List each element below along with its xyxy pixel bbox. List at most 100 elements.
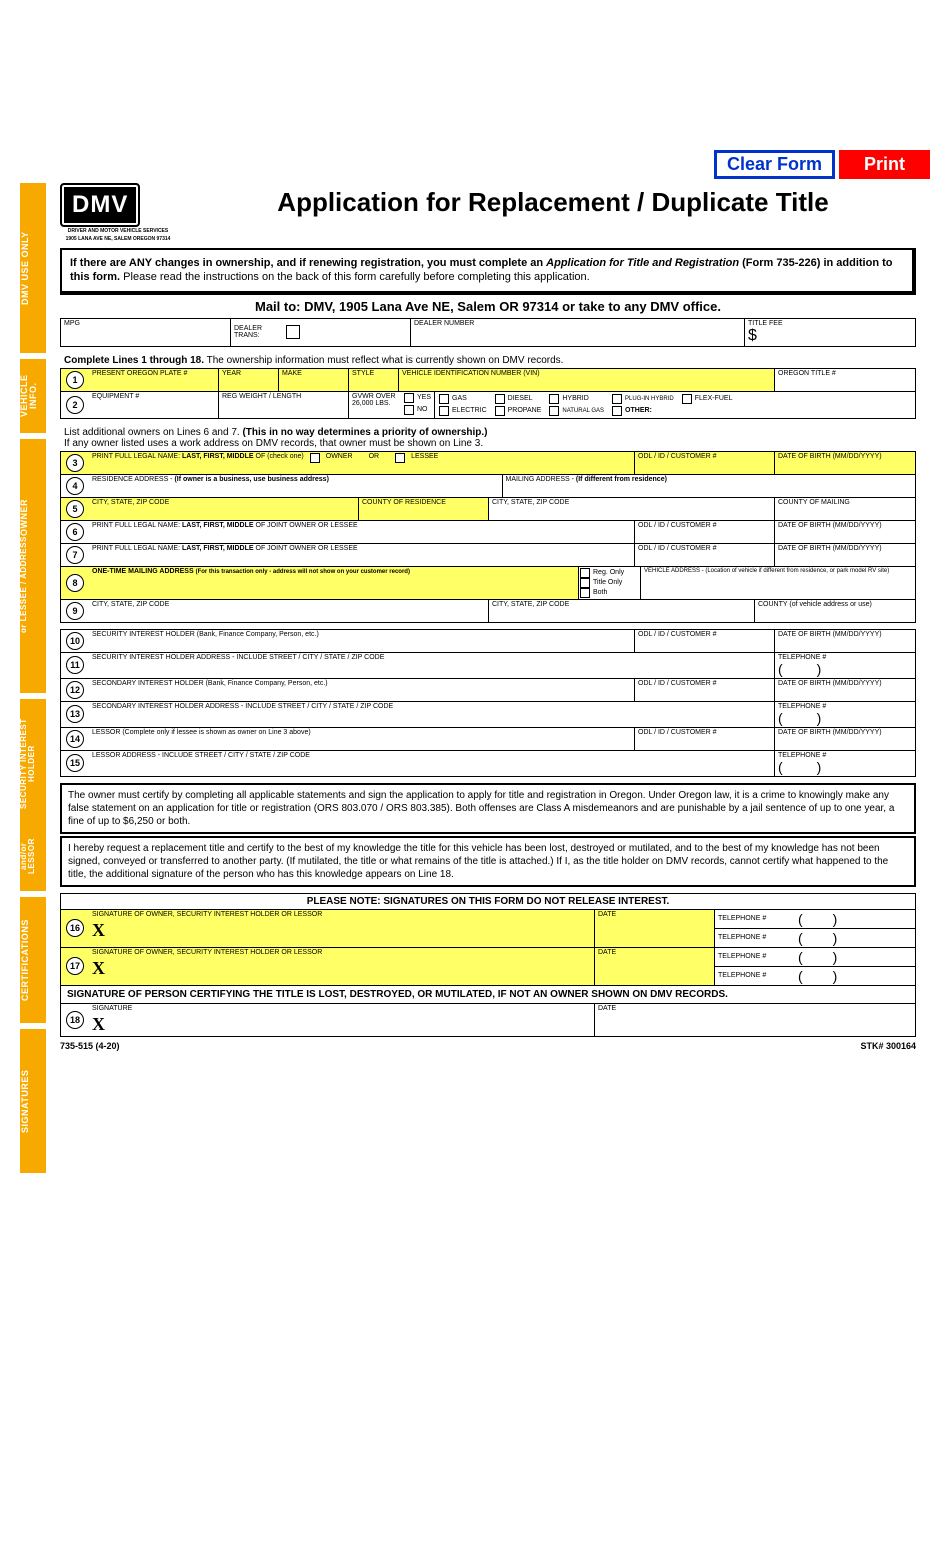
stock-number: STK# 300164	[860, 1041, 916, 1051]
line-1-number: 1	[66, 371, 84, 389]
line-17-number: 17	[66, 957, 84, 975]
mpg-label: MPG	[64, 320, 227, 327]
sidebar-dmv-use: DMV USE ONLY	[20, 183, 46, 353]
sig-label-17: SIGNATURE OF OWNER, SECURITY INTEREST HO…	[92, 949, 591, 956]
natgas-checkbox[interactable]	[549, 406, 559, 416]
equipment-label: EQUIPMENT #	[92, 393, 215, 400]
page-title: Application for Replacement / Duplicate …	[176, 187, 930, 218]
county-mail-label: COUNTY OF MAILING	[778, 499, 912, 506]
sih2-label: SECONDARY INTEREST HOLDER (Bank, Finance…	[92, 680, 631, 687]
signature-note: PLEASE NOTE: SIGNATURES ON THIS FORM DO …	[61, 893, 915, 909]
owner-instruction: List additional owners on Lines 6 and 7.…	[60, 425, 916, 451]
title-fee-label: TITLE FEE	[748, 320, 912, 327]
dob-label-3: DATE OF BIRTH (MM/DD/YYYY)	[778, 453, 912, 460]
line-16-number: 16	[66, 919, 84, 937]
instruction-line-1: Complete Lines 1 through 18. The ownersh…	[60, 353, 916, 368]
footer-row: 735-515 (4-20) STK# 300164	[46, 1039, 930, 1051]
gvwr-label: GVWR OVER 26,000 LBS.	[352, 393, 402, 407]
oregon-title-label: OREGON TITLE #	[778, 370, 912, 377]
top-buttons: Clear Form Print	[20, 150, 930, 179]
line-9-number: 9	[66, 602, 84, 620]
sig-label-18: SIGNATURE	[92, 1005, 591, 1012]
sidebar-sig: SIGNATURES	[20, 1029, 46, 1173]
vin-label: VEHICLE IDENTIFICATION NUMBER (VIN)	[402, 370, 771, 377]
plate-label: PRESENT OREGON PLATE #	[92, 370, 215, 377]
section-sidebar: DMV USE ONLY VEHICLE INFO. OWNERor LESSE…	[20, 183, 46, 1173]
flex-checkbox[interactable]	[682, 394, 692, 404]
sig-x-18[interactable]: X	[92, 1014, 591, 1035]
sidebar-owner: OWNERor LESSEE / ADDRESS	[20, 439, 46, 693]
owner-section: 3 PRINT FULL LEGAL NAME: LAST, FIRST, MI…	[60, 451, 916, 623]
line-13-number: 13	[66, 705, 84, 723]
dealer-trans-label: DEALER TRANS:	[234, 325, 282, 339]
line-11-number: 11	[66, 656, 84, 674]
owner-checkbox[interactable]	[310, 453, 320, 463]
other-checkbox[interactable]	[612, 406, 622, 416]
sidebar-cert: CERTIFICATIONS	[20, 897, 46, 1023]
year-label: YEAR	[222, 370, 275, 377]
sih-label: SECURITY INTEREST HOLDER (Bank, Finance …	[92, 631, 631, 638]
form-main: DMV DRIVER AND MOTOR VEHICLE SERVICES 1 9…	[46, 183, 930, 1173]
line-6-number: 6	[66, 523, 84, 541]
dmv-use-section: MPG DEALER TRANS: DEALER NUMBER TITLE FE…	[60, 318, 916, 347]
notice-box: If there are ANY changes in ownership, a…	[60, 248, 916, 295]
odl-label-3: ODL / ID / CUSTOMER #	[638, 453, 771, 460]
certification-text-2: I hereby request a replacement title and…	[60, 836, 916, 887]
mail-to-line: Mail to: DMV, 1905 Lana Ave NE, Salem OR…	[46, 299, 930, 314]
sih2-addr-label: SECONDARY INTEREST HOLDER ADDRESS - INCL…	[92, 703, 771, 710]
both-checkbox[interactable]	[580, 588, 590, 598]
sig-cert-line: SIGNATURE OF PERSON CERTIFYING THE TITLE…	[61, 986, 915, 1003]
lessor-addr-label: LESSOR ADDRESS - INCLUDE STREET / CITY /…	[92, 752, 771, 759]
title-fee-dollar: $	[748, 327, 912, 345]
sih-addr-label: SECURITY INTEREST HOLDER ADDRESS - INCLU…	[92, 654, 771, 661]
form-header: DMV DRIVER AND MOTOR VEHICLE SERVICES 19…	[46, 183, 930, 242]
vehicle-section: 1 PRESENT OREGON PLATE # YEAR MAKE STYLE…	[60, 368, 916, 419]
dealer-trans-checkbox[interactable]	[286, 325, 300, 339]
style-label: STYLE	[352, 370, 395, 377]
gas-checkbox[interactable]	[439, 394, 449, 404]
lessor-label: LESSOR (Complete only if lessee is shown…	[92, 729, 631, 736]
form-number: 735-515 (4-20)	[60, 1041, 120, 1051]
propane-checkbox[interactable]	[495, 406, 505, 416]
line-3-number: 3	[66, 454, 84, 472]
sidebar-vehicle: VEHICLE INFO.	[20, 359, 46, 433]
regwt-label: REG WEIGHT / LENGTH	[222, 393, 345, 400]
form-page: DMV USE ONLY VEHICLE INFO. OWNERor LESSE…	[20, 183, 930, 1173]
print-button[interactable]: Print	[839, 150, 930, 179]
dmv-logo: DMV	[60, 183, 140, 227]
certification-text-1: The owner must certify by completing all…	[60, 783, 916, 834]
line-15-number: 15	[66, 754, 84, 772]
lessee-checkbox[interactable]	[395, 453, 405, 463]
line-5-number: 5	[66, 500, 84, 518]
veh-addr-label: VEHICLE ADDRESS - (Location of vehicle i…	[644, 568, 912, 574]
diesel-checkbox[interactable]	[495, 394, 505, 404]
line-4-number: 4	[66, 477, 84, 495]
line-7-number: 7	[66, 546, 84, 564]
gvwr-no-checkbox[interactable]	[404, 405, 414, 415]
security-section: 10 SECURITY INTEREST HOLDER (Bank, Finan…	[60, 629, 916, 777]
sig-label-16: SIGNATURE OF OWNER, SECURITY INTEREST HO…	[92, 911, 591, 918]
gvwr-yes-checkbox[interactable]	[404, 393, 414, 403]
make-label: MAKE	[282, 370, 345, 377]
county-veh-label: COUNTY (of vehicle address or use)	[758, 601, 912, 608]
logo-subtitle1: DRIVER AND MOTOR VEHICLE SERVICES	[60, 229, 176, 235]
line-2-number: 2	[66, 396, 84, 414]
hybrid-checkbox[interactable]	[549, 394, 559, 404]
line-18-number: 18	[66, 1011, 84, 1029]
line-12-number: 12	[66, 681, 84, 699]
line-10-number: 10	[66, 632, 84, 650]
county-res-label: COUNTY OF RESIDENCE	[362, 499, 485, 506]
csz-label-5a: CITY, STATE, ZIP CODE	[92, 499, 355, 506]
line-8-number: 8	[66, 574, 84, 592]
sig-x-17[interactable]: X	[92, 958, 591, 979]
plugin-checkbox[interactable]	[612, 394, 622, 404]
signature-section: PLEASE NOTE: SIGNATURES ON THIS FORM DO …	[60, 893, 916, 1037]
electric-checkbox[interactable]	[439, 406, 449, 416]
sig-x-16[interactable]: X	[92, 920, 591, 941]
reg-only-checkbox[interactable]	[580, 568, 590, 578]
sidebar-security: SECURITY INTEREST HOLDERand/or LESSOR	[20, 699, 46, 891]
dealer-number-label: DEALER NUMBER	[414, 320, 741, 327]
title-only-checkbox[interactable]	[580, 578, 590, 588]
line-14-number: 14	[66, 730, 84, 748]
clear-form-button[interactable]: Clear Form	[714, 150, 835, 179]
